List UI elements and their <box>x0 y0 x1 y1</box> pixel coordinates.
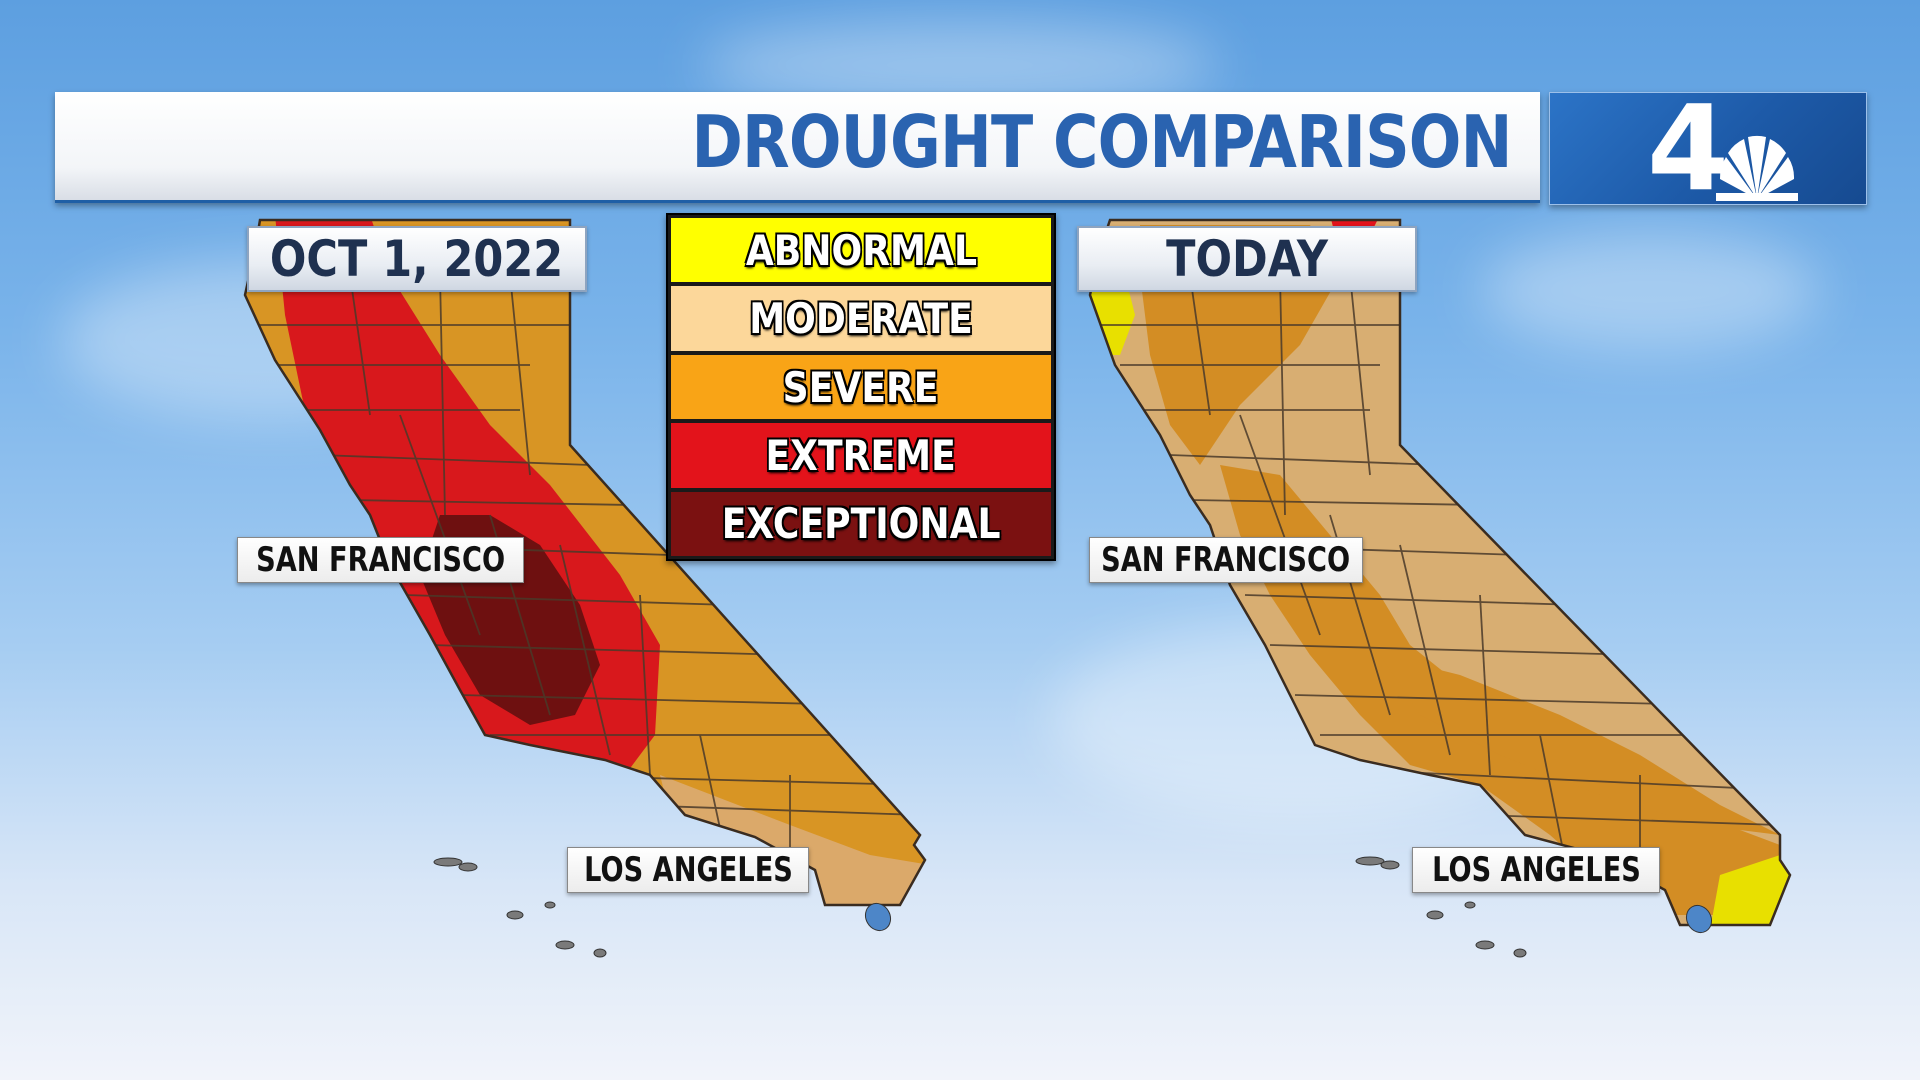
legend-label: MODERATE <box>749 294 973 344</box>
channel-number: 4 <box>1647 93 1729 204</box>
state-outline <box>1088 218 1792 927</box>
legend-item-extreme: EXTREME <box>671 423 1051 488</box>
legend-item-abnormal: ABNORMAL <box>671 218 1051 283</box>
nbc-peacock-icon <box>1716 135 1798 201</box>
city-label-text: LOS ANGELES <box>1431 850 1641 890</box>
drought-legend: ABNORMAL MODERATE SEVERE EXTREME EXCEPTI… <box>666 213 1056 561</box>
city-label-los-angeles-today: LOS ANGELES <box>1412 847 1660 893</box>
city-label-san-francisco: SAN FRANCISCO <box>237 537 524 583</box>
legend-label: EXCEPTIONAL <box>721 499 1001 549</box>
city-label-los-angeles: LOS ANGELES <box>567 847 809 893</box>
legend-item-severe: SEVERE <box>671 354 1051 420</box>
city-label-text: SAN FRANCISCO <box>256 540 505 580</box>
legend-item-moderate: MODERATE <box>671 286 1051 351</box>
channel-islands <box>433 857 607 958</box>
title-bar: DROUGHT COMPARISON <box>55 92 1540 203</box>
station-logo: 4 <box>1549 79 1867 217</box>
city-label-text: LOS ANGELES <box>583 850 793 890</box>
date-label-text: OCT 1, 2022 <box>270 230 564 288</box>
legend-label: ABNORMAL <box>745 225 977 275</box>
cloud <box>1480 230 1820 350</box>
legend-item-exceptional: EXCEPTIONAL <box>671 491 1051 557</box>
state-outline <box>243 218 927 907</box>
legend-label: SEVERE <box>783 362 939 412</box>
channel-islands <box>1355 856 1527 958</box>
logo-graphic: 4 <box>1647 79 1798 217</box>
date-label-today: TODAY <box>1077 226 1417 292</box>
city-label-san-francisco-today: SAN FRANCISCO <box>1089 537 1363 583</box>
legend-label: EXTREME <box>765 430 957 480</box>
date-label-oct-2022: OCT 1, 2022 <box>247 226 587 292</box>
city-label-text: SAN FRANCISCO <box>1101 540 1351 580</box>
page-title: DROUGHT COMPARISON <box>691 100 1513 184</box>
salton-sea <box>1685 904 1713 934</box>
salton-sea <box>864 902 892 932</box>
date-label-text: TODAY <box>1166 230 1328 288</box>
